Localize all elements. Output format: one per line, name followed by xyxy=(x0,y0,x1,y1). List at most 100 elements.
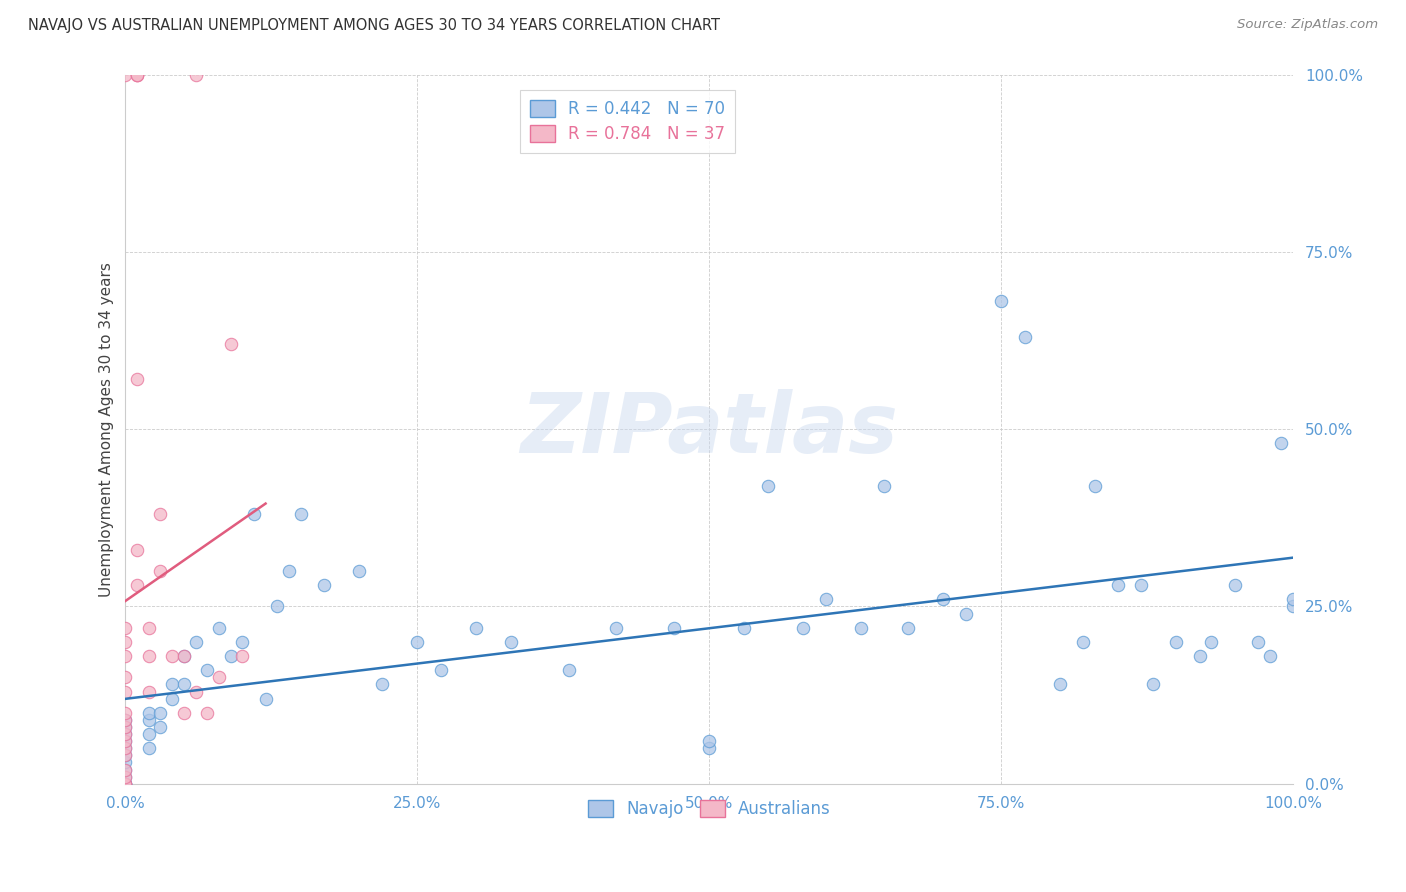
Point xyxy=(406,635,429,649)
Point xyxy=(897,621,920,635)
Point xyxy=(873,479,896,493)
Point xyxy=(114,727,136,741)
Point xyxy=(138,621,160,635)
Point xyxy=(127,578,149,592)
Point xyxy=(464,621,486,635)
Point xyxy=(697,741,720,756)
Point xyxy=(138,649,160,664)
Point xyxy=(1223,578,1246,592)
Point xyxy=(1282,599,1305,614)
Point xyxy=(114,670,136,684)
Point xyxy=(266,599,288,614)
Point xyxy=(231,649,253,664)
Point xyxy=(219,337,242,351)
Point xyxy=(160,677,183,691)
Point xyxy=(138,706,160,720)
Point xyxy=(114,720,136,734)
Point xyxy=(1201,635,1223,649)
Point xyxy=(114,763,136,777)
Point xyxy=(127,68,149,82)
Point xyxy=(849,621,872,635)
Point xyxy=(114,734,136,748)
Point xyxy=(429,663,451,677)
Point xyxy=(990,294,1012,309)
Point xyxy=(1130,578,1153,592)
Point xyxy=(138,741,160,756)
Point xyxy=(114,684,136,698)
Point xyxy=(149,706,172,720)
Point xyxy=(114,748,136,763)
Point xyxy=(114,777,136,791)
Point xyxy=(114,777,136,791)
Point xyxy=(312,578,335,592)
Point xyxy=(173,677,195,691)
Point xyxy=(114,777,136,791)
Point xyxy=(114,635,136,649)
Point xyxy=(114,748,136,763)
Point xyxy=(231,635,253,649)
Point xyxy=(160,691,183,706)
Point xyxy=(114,649,136,664)
Y-axis label: Unemployment Among Ages 30 to 34 years: Unemployment Among Ages 30 to 34 years xyxy=(100,261,114,597)
Point xyxy=(114,770,136,784)
Point xyxy=(605,621,627,635)
Point xyxy=(114,720,136,734)
Point xyxy=(1142,677,1164,691)
Point xyxy=(114,713,136,727)
Point xyxy=(1188,649,1211,664)
Point xyxy=(173,649,195,664)
Point xyxy=(347,564,370,578)
Point xyxy=(1258,649,1281,664)
Point xyxy=(254,691,277,706)
Point xyxy=(278,564,301,578)
Point xyxy=(195,663,218,677)
Point xyxy=(173,706,195,720)
Point xyxy=(114,756,136,770)
Point xyxy=(127,68,149,82)
Point xyxy=(932,592,955,607)
Point xyxy=(149,507,172,521)
Point xyxy=(558,663,581,677)
Point xyxy=(149,720,172,734)
Text: Source: ZipAtlas.com: Source: ZipAtlas.com xyxy=(1237,18,1378,31)
Point xyxy=(1282,592,1305,607)
Point xyxy=(1084,479,1107,493)
Point xyxy=(184,635,207,649)
Point xyxy=(1166,635,1188,649)
Point xyxy=(955,607,977,621)
Point xyxy=(114,741,136,756)
Point xyxy=(195,706,218,720)
Point xyxy=(208,621,231,635)
Point xyxy=(138,713,160,727)
Point xyxy=(697,734,720,748)
Point xyxy=(733,621,755,635)
Point xyxy=(1049,677,1071,691)
Text: NAVAJO VS AUSTRALIAN UNEMPLOYMENT AMONG AGES 30 TO 34 YEARS CORRELATION CHART: NAVAJO VS AUSTRALIAN UNEMPLOYMENT AMONG … xyxy=(28,18,720,33)
Point xyxy=(371,677,394,691)
Point xyxy=(756,479,779,493)
Point xyxy=(114,68,136,82)
Point xyxy=(114,777,136,791)
Point xyxy=(127,372,149,386)
Point xyxy=(499,635,522,649)
Point xyxy=(149,564,172,578)
Point xyxy=(114,713,136,727)
Point xyxy=(127,542,149,557)
Point xyxy=(184,68,207,82)
Point xyxy=(208,670,231,684)
Point xyxy=(184,684,207,698)
Text: ZIPatlas: ZIPatlas xyxy=(520,389,898,469)
Point xyxy=(290,507,312,521)
Point xyxy=(792,621,814,635)
Point xyxy=(243,507,266,521)
Point xyxy=(664,621,686,635)
Point xyxy=(114,734,136,748)
Legend: Navajo, Australians: Navajo, Australians xyxy=(581,794,838,825)
Point xyxy=(114,727,136,741)
Point xyxy=(114,621,136,635)
Point xyxy=(1107,578,1129,592)
Point xyxy=(114,770,136,784)
Point xyxy=(1247,635,1270,649)
Point xyxy=(1071,635,1094,649)
Point xyxy=(127,68,149,82)
